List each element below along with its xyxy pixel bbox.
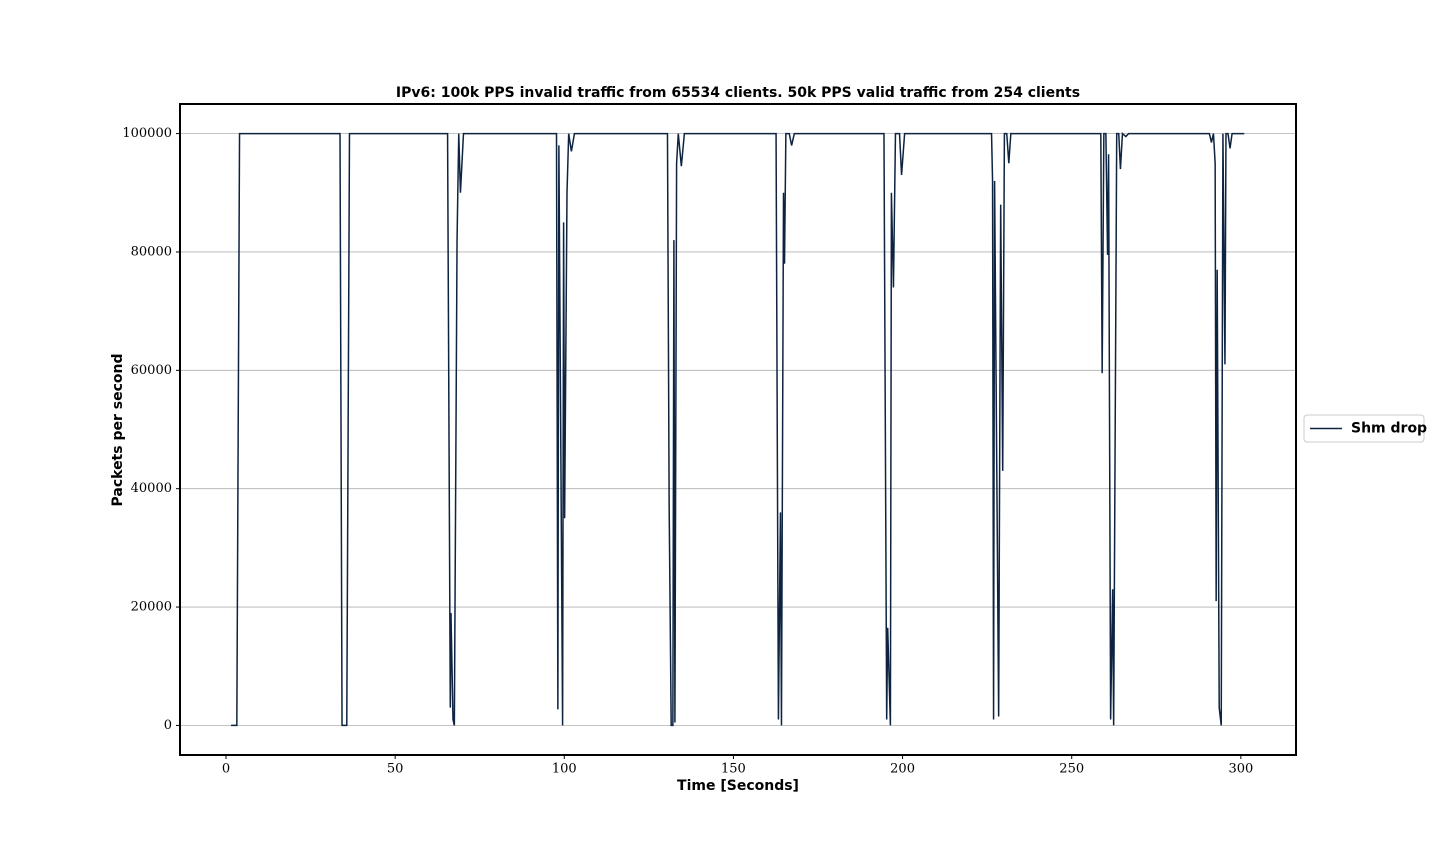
y-tick-label: 60000 — [131, 363, 172, 378]
x-tick-label: 0 — [222, 762, 230, 777]
data-line — [231, 132, 1245, 727]
y-tick-label: 80000 — [131, 244, 172, 259]
legend-label: Shm drop — [1351, 421, 1427, 437]
plot-frame — [179, 103, 1297, 756]
x-tick-label: 50 — [387, 762, 404, 777]
y-tick-label: 100000 — [122, 126, 172, 141]
x-axis-label: Time [Seconds] — [677, 778, 799, 794]
y-tick-label: 0 — [164, 718, 172, 733]
chart-title: IPv6: 100k PPS invalid traffic from 6553… — [396, 85, 1080, 101]
x-tick-label: 150 — [721, 762, 746, 777]
y-tick-label: 40000 — [131, 481, 172, 496]
y-axis-label: Packets per second — [110, 354, 126, 507]
x-tick-label: 250 — [1059, 762, 1084, 777]
x-tick-label: 200 — [890, 762, 915, 777]
legend-box — [1303, 414, 1425, 443]
y-tick-label: 20000 — [131, 600, 172, 615]
x-tick-label: 300 — [1228, 762, 1253, 777]
x-tick-label: 100 — [552, 762, 577, 777]
